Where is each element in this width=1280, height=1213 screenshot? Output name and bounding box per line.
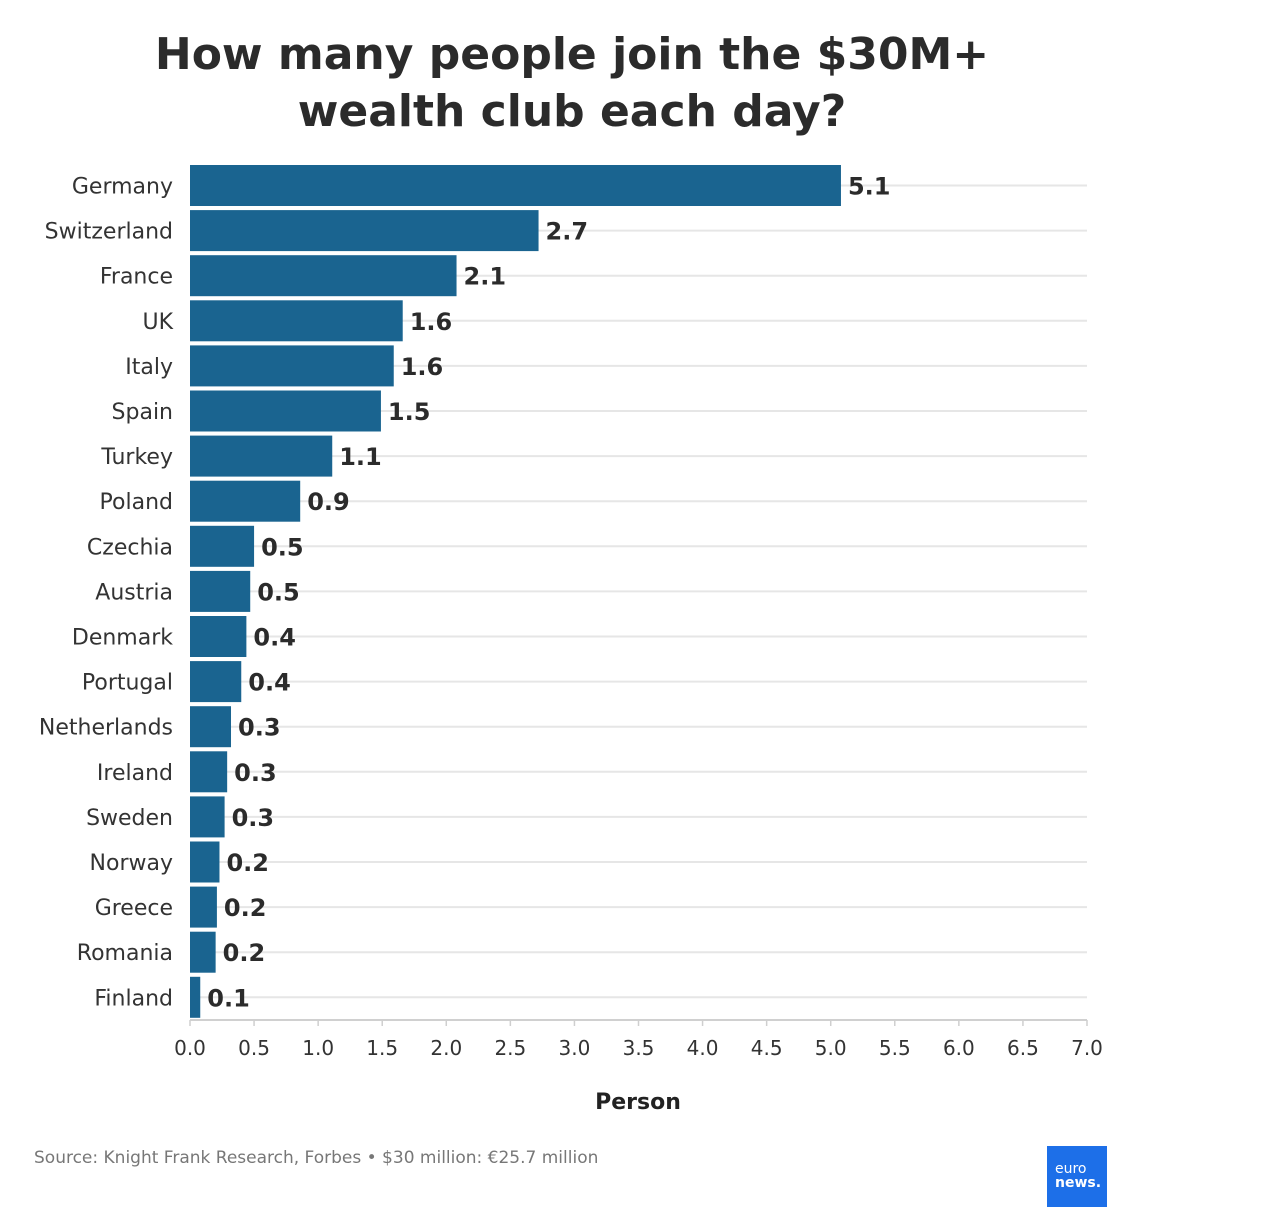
- x-tick-label: 6.0: [943, 1036, 975, 1060]
- x-tick-label: 1.5: [366, 1036, 398, 1060]
- value-label: 1.1: [339, 443, 382, 471]
- category-label: Greece: [95, 896, 173, 921]
- x-tick-label: 2.5: [494, 1036, 526, 1060]
- bar-sweden: [190, 796, 225, 838]
- x-axis-title: Person: [595, 1090, 681, 1115]
- category-label: Turkey: [100, 445, 173, 470]
- category-label: Austria: [95, 580, 173, 605]
- value-label: 1.6: [401, 353, 444, 381]
- euronews-logo: euro news.: [1047, 1146, 1107, 1207]
- bar-czechia: [190, 525, 255, 567]
- x-tick-label: 4.0: [687, 1036, 719, 1060]
- x-tick-label: 3.5: [623, 1036, 655, 1060]
- value-label: 0.5: [257, 578, 300, 606]
- category-label: Spain: [112, 400, 173, 425]
- bar-denmark: [190, 616, 247, 657]
- value-label: 0.2: [224, 894, 267, 922]
- x-tick-label: 5.0: [815, 1036, 847, 1060]
- category-label: Denmark: [72, 626, 173, 651]
- value-label: 0.3: [232, 804, 275, 832]
- value-label: 0.2: [223, 939, 266, 967]
- bar-france: [190, 255, 457, 297]
- bar-ireland: [190, 751, 228, 793]
- x-tick-label: 7.0: [1071, 1036, 1103, 1060]
- category-label: Poland: [100, 490, 173, 515]
- bar-uk: [190, 300, 403, 342]
- value-label: 5.1: [848, 173, 891, 201]
- bar-poland: [190, 480, 301, 522]
- category-label: Switzerland: [45, 220, 173, 245]
- value-label: 2.7: [546, 218, 589, 246]
- value-label: 2.1: [464, 263, 507, 291]
- bar-finland: [190, 976, 201, 1018]
- bar-spain: [190, 390, 381, 432]
- category-label: Netherlands: [39, 716, 173, 741]
- x-tick-label: 1.0: [302, 1036, 334, 1060]
- x-tick-label: 6.5: [1007, 1036, 1039, 1060]
- value-label: 0.9: [307, 488, 350, 516]
- value-label: 0.2: [226, 849, 269, 877]
- value-label: 0.5: [261, 533, 304, 561]
- value-label: 0.4: [248, 669, 291, 697]
- category-label: Ireland: [97, 761, 173, 786]
- x-tick-label: 5.5: [879, 1036, 911, 1060]
- x-tick-label: 0.0: [174, 1036, 206, 1060]
- value-label: 0.3: [234, 759, 277, 787]
- bar-romania: [190, 931, 216, 973]
- value-label: 0.1: [207, 984, 250, 1012]
- value-label: 1.6: [410, 308, 453, 336]
- category-label: France: [100, 265, 173, 290]
- value-label: 1.5: [388, 398, 431, 426]
- bar-germany: [190, 165, 841, 206]
- bar-austria: [190, 570, 251, 612]
- bar-italy: [190, 345, 394, 387]
- category-label: Portugal: [82, 671, 173, 696]
- category-label: Norway: [90, 851, 173, 876]
- category-label: UK: [142, 310, 173, 335]
- bar-switzerland: [190, 210, 539, 252]
- bar-norway: [190, 841, 220, 883]
- logo-line-2: news.: [1055, 1175, 1102, 1191]
- chart-title: How many people join the $30M+ wealth cl…: [154, 29, 990, 137]
- logo-line-1: euro: [1055, 1161, 1087, 1177]
- x-tick-label: 2.0: [430, 1036, 462, 1060]
- bars: [190, 165, 841, 1018]
- category-label: Romania: [77, 941, 173, 966]
- x-tick-label: 3.0: [559, 1036, 591, 1060]
- labels: Germany 5.1 Switzerland 2.7 France 2.1 UK 1.6 It…: [39, 173, 891, 1013]
- source-note: Source: Knight Frank Research, Forbes • …: [34, 1148, 599, 1168]
- x-tick-label: 4.5: [751, 1036, 783, 1060]
- bar-portugal: [190, 661, 242, 703]
- category-label: Finland: [94, 986, 173, 1011]
- x-tick-label: 0.5: [238, 1036, 270, 1060]
- bar-turkey: [190, 435, 333, 477]
- value-label: 0.3: [238, 714, 281, 742]
- bar-netherlands: [190, 706, 232, 748]
- x-axis: 0.0 0.5 1.0 1.5 2.0 2.5 3.0 3.5 4.0 4.5 5.0 5.5 6.0 6…: [174, 1019, 1103, 1060]
- category-label: Czechia: [87, 535, 173, 560]
- value-label: 0.4: [253, 624, 296, 652]
- category-label: Sweden: [86, 806, 173, 831]
- category-label: Italy: [125, 355, 173, 380]
- category-label: Germany: [72, 175, 173, 200]
- bar-greece: [190, 886, 217, 928]
